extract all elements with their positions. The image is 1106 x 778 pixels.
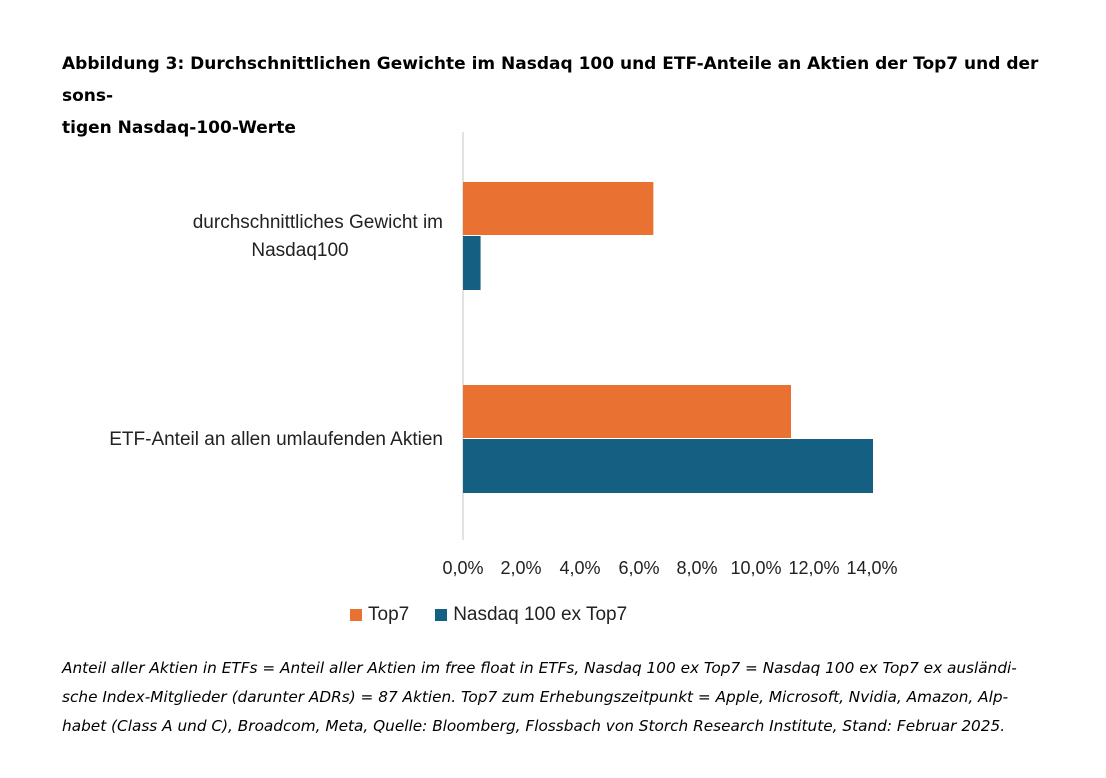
- legend-swatch-top7: [350, 609, 362, 621]
- source-note-line-3: habet (Class A und C), Broadcom, Meta, Q…: [62, 717, 1006, 735]
- source-note-line-1: Anteil aller Aktien in ETFs = Anteil all…: [62, 659, 1017, 677]
- x-tick-label: 14,0%: [846, 558, 897, 578]
- x-tick-label: 2,0%: [500, 558, 541, 578]
- x-tick-label: 8,0%: [676, 558, 717, 578]
- x-tick-label: 4,0%: [559, 558, 600, 578]
- legend-swatch-ex-top7: [435, 609, 448, 621]
- x-tick-label: 6,0%: [618, 558, 659, 578]
- legend: Top7 Nasdaq 100 ex Top7: [350, 604, 653, 626]
- chart-title-line-1: Abbildung 3: Durchschnittlichen Gewichte…: [62, 54, 1039, 106]
- category-label-etf-share: ETF-Anteil an allen umlaufenden Aktien: [109, 429, 443, 450]
- category-label-avg-weight-line-1: durchschnittliches Gewicht im: [193, 212, 443, 233]
- bar-chart: durchschnittliches Gewicht im Nasdaq100 …: [109, 132, 898, 578]
- bar-top7-etf-share: [463, 385, 791, 438]
- bar-ex-top7-avg-weight: [463, 236, 481, 290]
- source-note: Anteil aller Aktien in ETFs = Anteil all…: [62, 654, 1042, 741]
- category-label-avg-weight-line-2: Nasdaq100: [251, 240, 348, 261]
- x-tick-label: 10,0%: [730, 558, 781, 578]
- source-note-line-2: sche Index-Mitglieder (darunter ADRs) = …: [62, 688, 1009, 706]
- legend-label-ex-top7: Nasdaq 100 ex Top7: [453, 604, 628, 625]
- legend-label-top7: Top7: [368, 604, 410, 625]
- x-tick-label: 0,0%: [442, 558, 483, 578]
- legend-item-ex-top7: Nasdaq 100 ex Top7: [435, 604, 627, 626]
- bar-top7-avg-weight: [463, 182, 654, 235]
- bar-ex-top7-etf-share: [463, 439, 873, 493]
- x-tick-label: 12,0%: [788, 558, 839, 578]
- chart-title-line-2: tigen Nasdaq-100-Werte: [62, 118, 296, 138]
- legend-item-top7: Top7: [350, 604, 409, 626]
- chart-title: Abbildung 3: Durchschnittlichen Gewichte…: [62, 48, 1042, 144]
